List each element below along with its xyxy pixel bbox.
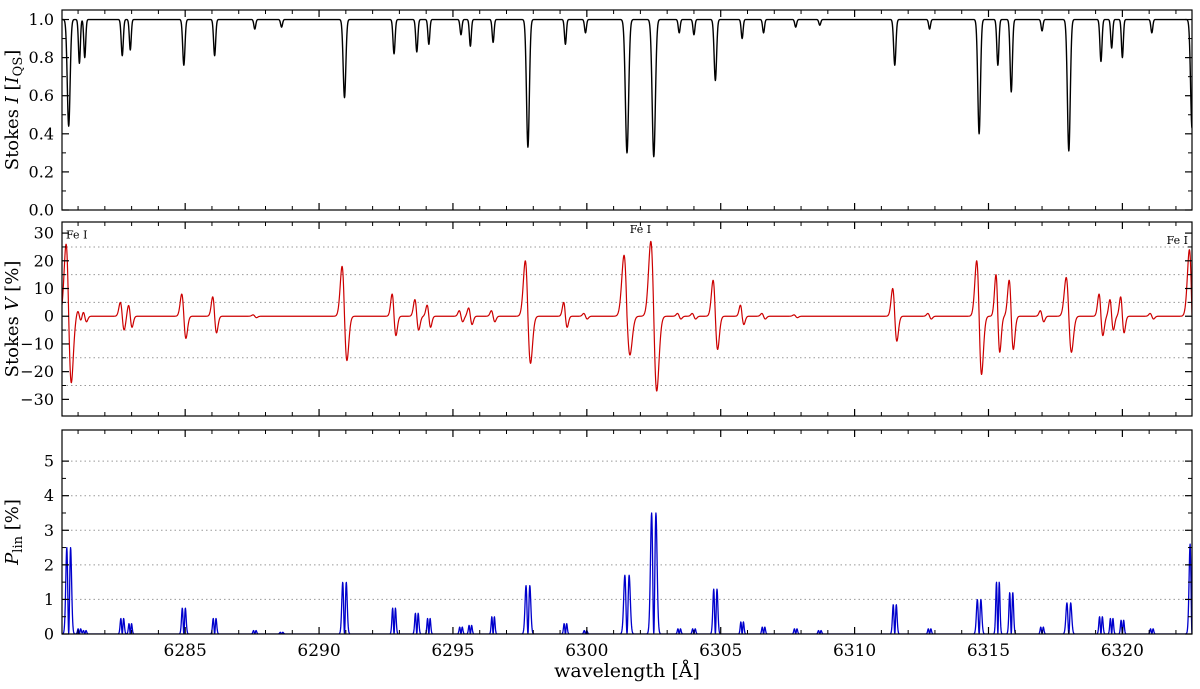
x-tick-label: 6305 bbox=[699, 641, 742, 661]
x-tick-label: 6285 bbox=[164, 641, 207, 661]
stokes-v-y-tick-label: 0 bbox=[44, 307, 54, 326]
stokes-v-curve bbox=[62, 240, 1192, 392]
y-axis-label-p-lin: Plin [%] bbox=[2, 499, 26, 566]
x-tick-label: 6320 bbox=[1101, 641, 1144, 661]
stokes-v-y-tick-label: 20 bbox=[34, 251, 54, 270]
stokes-v-y-tick-label: −20 bbox=[20, 362, 54, 381]
stokes-i-y-tick-label: 0.8 bbox=[29, 48, 54, 67]
stokes-v-y-tick-label: −10 bbox=[20, 334, 54, 353]
x-axis-label: wavelength [Å] bbox=[554, 660, 700, 682]
stokes-i-curve bbox=[62, 18, 1192, 158]
stokes-i-y-tick-label: 0.6 bbox=[29, 86, 54, 105]
p-lin-axes-box bbox=[61, 429, 1193, 635]
x-tick-label: 6295 bbox=[431, 641, 474, 661]
p-lin-panel: 0 1 2 3 4 5 6285 6290 6295 6300 6305 6310 6315 6320 Pl… bbox=[2, 429, 1193, 661]
x-tick-label: 6315 bbox=[967, 641, 1010, 661]
x-tick-label: 6290 bbox=[297, 641, 340, 661]
stokes-v-y-tick-label: 30 bbox=[34, 224, 54, 243]
stokes-i-y-tick-label: 1.0 bbox=[29, 10, 54, 29]
stokes-i-y-tick-label: 0.4 bbox=[29, 124, 54, 143]
x-tick-label: 6310 bbox=[833, 641, 876, 661]
p-lin-y-tick-label: 5 bbox=[44, 452, 54, 471]
y-axis-label-stokes-v: Stokes V [%] bbox=[2, 261, 23, 378]
p-lin-y-tick-label: 0 bbox=[44, 625, 54, 644]
stokes-i-y-tick-label: 0.2 bbox=[29, 162, 54, 181]
y-axis-label-stokes-i: Stokes I [IQS] bbox=[2, 50, 26, 171]
line-id-annotation: Fe I bbox=[66, 229, 87, 242]
stokes-v-y-tick-label: 10 bbox=[34, 279, 54, 298]
line-id-annotation: Fe I bbox=[630, 223, 651, 236]
line-id-annotation: Fe I bbox=[1167, 234, 1188, 247]
stokes-i-panel: 0.0 0.2 0.4 0.6 0.8 1.0 Stokes I [IQS] bbox=[2, 9, 1193, 220]
stokes-v-axes-box bbox=[61, 221, 1193, 417]
stokes-i-y-tick-label: 0.0 bbox=[29, 201, 54, 220]
stokes-v-y-tick-label: −30 bbox=[20, 390, 54, 409]
stokes-v-panel: −30 −20 −10 0 10 20 30 Stokes V [%] Fe I Fe I Fe I bbox=[2, 221, 1193, 417]
p-lin-y-tick-label: 2 bbox=[44, 555, 54, 574]
p-lin-y-tick-label: 3 bbox=[44, 521, 54, 540]
p-lin-y-tick-label: 1 bbox=[44, 590, 54, 609]
p-lin-curve bbox=[62, 512, 1192, 634]
p-lin-y-tick-label: 4 bbox=[44, 486, 54, 505]
x-tick-label: 6300 bbox=[565, 641, 608, 661]
stokes-i-axes-box bbox=[61, 9, 1193, 211]
